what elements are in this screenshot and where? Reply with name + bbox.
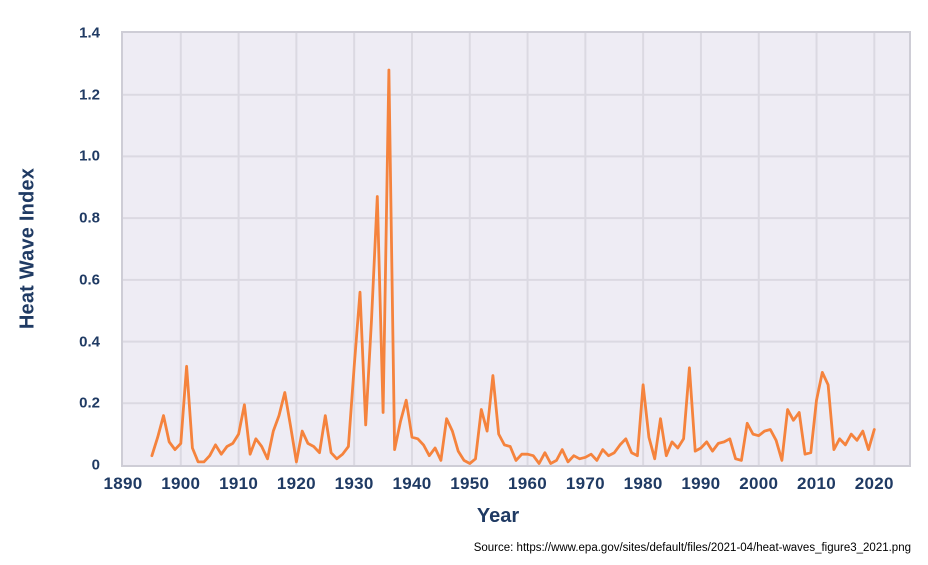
horizontal-gridlines — [123, 93, 909, 405]
x-tick-label: 1910 — [219, 474, 259, 493]
plot-area — [121, 31, 911, 467]
vertical-gridlines — [179, 33, 876, 465]
y-tick-label: 1.4 — [79, 24, 100, 42]
x-tick-label: 1970 — [565, 474, 605, 493]
x-tick-label: 1950 — [450, 474, 490, 493]
x-tick-label: 1980 — [623, 474, 663, 493]
source-url-text: Source: https://www.epa.gov/sites/defaul… — [473, 542, 911, 554]
x-tick-label: 1940 — [392, 474, 432, 493]
x-tick-label: 1890 — [103, 474, 143, 493]
x-tick-label: 1920 — [276, 474, 316, 493]
y-axis-title: Heat Wave Index — [16, 167, 39, 330]
y-tick-label: 0.8 — [79, 209, 100, 227]
y-tick-label: 1.2 — [79, 86, 100, 104]
x-tick-label: 1900 — [161, 474, 201, 493]
y-tick-label: 0.4 — [79, 333, 100, 351]
y-tick-label: 0.6 — [79, 271, 100, 289]
x-tick-label: 2000 — [739, 474, 779, 493]
x-tick-label: 1930 — [334, 474, 374, 493]
x-axis-title: Year — [476, 505, 520, 527]
heat-wave-line-chart-svg — [123, 33, 909, 465]
x-tick-label: 1990 — [681, 474, 721, 493]
x-tick-label: 2020 — [854, 474, 894, 493]
y-tick-label: 1.0 — [79, 147, 100, 165]
y-tick-label: 0 — [91, 456, 100, 474]
y-tick-label: 0.2 — [79, 394, 100, 412]
heat-wave-index-series-line — [150, 68, 876, 465]
x-tick-label: 2010 — [797, 474, 837, 493]
x-tick-label: 1960 — [508, 474, 548, 493]
